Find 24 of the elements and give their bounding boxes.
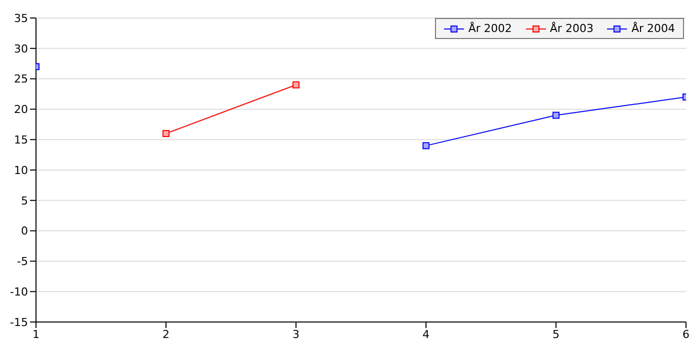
point bbox=[552, 112, 560, 119]
y-tick-label: 10 bbox=[14, 164, 28, 177]
y-tick-label: -5 bbox=[17, 255, 28, 268]
x-tick-label: 2 bbox=[162, 328, 170, 341]
point bbox=[292, 81, 300, 88]
legend-label: År 2003 bbox=[550, 22, 594, 35]
y-tick-label: 35 bbox=[14, 12, 28, 25]
legend-label: År 2004 bbox=[631, 22, 675, 35]
y-tick-label: 30 bbox=[14, 42, 28, 56]
y-tick-label: -10 bbox=[10, 286, 28, 299]
x-tick-label: 6 bbox=[682, 328, 690, 341]
y-tick-label: 20 bbox=[14, 103, 28, 116]
point bbox=[162, 130, 170, 138]
y-tick-label: -15 bbox=[10, 316, 28, 329]
y-tick-label: 0 bbox=[21, 224, 28, 238]
x-tick-label: 4 bbox=[422, 328, 430, 341]
x-tick-label: 1 bbox=[32, 328, 40, 341]
y-tick-label: 5 bbox=[21, 194, 28, 208]
y-tick-label: 25 bbox=[14, 72, 28, 86]
legend-label: År 2002 bbox=[468, 22, 512, 35]
y-tick-label: 15 bbox=[14, 134, 28, 147]
x-tick-label: 5 bbox=[552, 328, 560, 341]
x-tick-label: 3 bbox=[292, 328, 300, 341]
point bbox=[422, 142, 430, 150]
